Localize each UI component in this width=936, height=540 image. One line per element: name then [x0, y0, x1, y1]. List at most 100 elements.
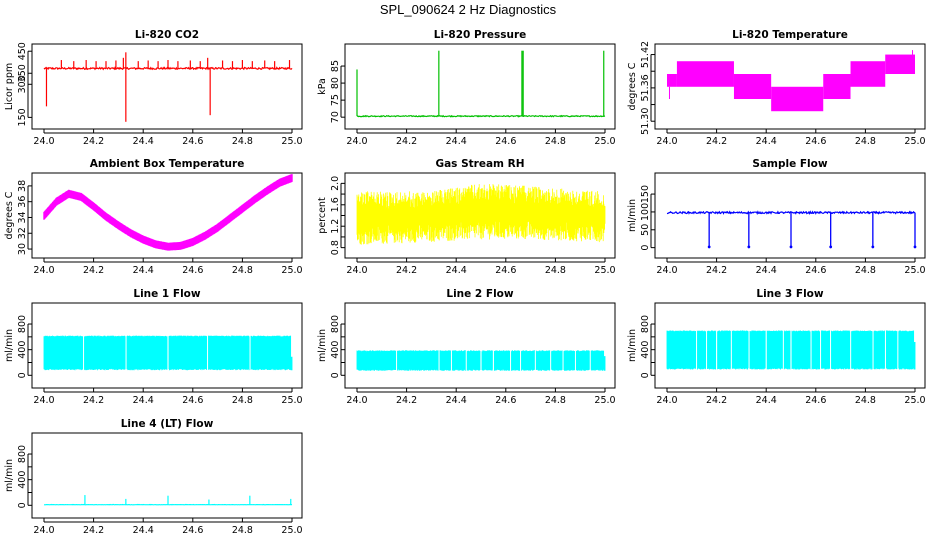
x-tick-label: 24.2 — [83, 136, 104, 147]
x-tick-label: 25.0 — [904, 395, 925, 406]
y-axis-label: degrees C — [627, 62, 638, 110]
temperature-band — [676, 61, 734, 87]
temperature-band — [823, 74, 851, 99]
y-tick-label: 70 — [330, 111, 341, 123]
plot-frame — [654, 43, 926, 130]
x-tick-label: 24.8 — [232, 395, 253, 406]
x-tick-label: 24.4 — [133, 265, 154, 276]
x-tick-label: 25.0 — [281, 265, 302, 276]
x-tick-label: 25.0 — [594, 395, 615, 406]
x-tick-label: 24.6 — [182, 265, 203, 276]
chart-title: Li-820 Pressure — [434, 29, 527, 41]
x-tick-label: 25.0 — [281, 136, 302, 147]
x-tick-label: 25.0 — [904, 265, 925, 276]
chart-series-rh — [356, 184, 606, 245]
x-tick-label: 25.0 — [594, 265, 615, 276]
x-tick-label: 24.6 — [182, 525, 203, 536]
x-tick-label: 24.4 — [133, 525, 154, 536]
y-axis-label: percent — [317, 197, 328, 234]
x-tick-label: 24.8 — [232, 525, 253, 536]
y-tick-label: 34 — [17, 211, 28, 223]
chart-title: Sample Flow — [752, 158, 827, 170]
plot-frame — [31, 302, 303, 389]
x-tick-label: 24.2 — [706, 395, 727, 406]
y-axis-label: kPa — [317, 78, 328, 95]
x-tick-label: 24.8 — [545, 136, 566, 147]
plot-frame — [344, 302, 616, 389]
y-tick-label: 50 — [640, 224, 651, 236]
y-tick-label: 1.6 — [330, 197, 341, 212]
y-axis-label: ml/min — [627, 329, 638, 362]
y-tick-label: 0 — [17, 502, 28, 508]
dip-point — [829, 245, 833, 249]
temperature-band — [667, 74, 677, 87]
x-tick-label: 24.2 — [83, 395, 104, 406]
ambient-trace — [43, 174, 293, 251]
dip-point — [871, 245, 875, 249]
rh-trace — [356, 184, 606, 245]
flow-trace — [666, 330, 916, 370]
x-tick-label: 24.2 — [83, 265, 104, 276]
chart-panel-pressure: Li-820 Pressure 24.0 24.2 24.4 24.6 24.8 25.0 7… — [317, 29, 616, 147]
page-title: SPL_090624 2 Hz Diagnostics — [379, 2, 557, 17]
x-tick-label: 24.2 — [396, 265, 417, 276]
y-tick-label: 0 — [17, 372, 28, 378]
chart-panel-line2: Line 2 Flow 24.0 24.2 24.4 24.6 24.8 25.0 0 400 8… — [317, 288, 616, 406]
plot-frame — [31, 432, 303, 519]
y-axis-label: ml/min — [4, 459, 15, 492]
temperature-band — [771, 86, 824, 112]
x-tick-label: 24.6 — [495, 395, 516, 406]
chart-series-temp — [667, 50, 915, 112]
dip-point — [913, 245, 917, 249]
x-tick-label: 24.4 — [133, 136, 154, 147]
chart-title: Line 3 Flow — [756, 288, 823, 300]
y-tick-label: 2.0 — [330, 176, 341, 191]
x-tick-label: 24.0 — [33, 136, 54, 147]
x-tick-label: 24.6 — [805, 265, 826, 276]
x-tick-label: 24.4 — [446, 395, 467, 406]
y-tick-label: 350 — [17, 64, 28, 82]
y-tick-label: 400 — [640, 341, 651, 359]
x-tick-label: 24.4 — [756, 395, 777, 406]
plot-frame — [31, 43, 303, 130]
y-tick-label: 400 — [330, 341, 341, 359]
plot-frame — [654, 302, 926, 389]
chart-series-sample — [666, 210, 917, 249]
x-tick-label: 24.2 — [396, 395, 417, 406]
y-tick-label: 0.8 — [330, 240, 341, 255]
y-tick-label: 0 — [330, 372, 341, 378]
chart-panel-line1: Line 1 Flow 24.0 24.2 24.4 24.6 24.8 25.0 0 400 8… — [4, 288, 303, 406]
x-tick-label: 24.0 — [656, 136, 677, 147]
chart-panel-temp: Li-820 Temperature 24.0 24.2 24.4 24.6 24.8 25… — [627, 29, 926, 147]
chart-panel-rh: Gas Stream RH 24.0 24.2 24.4 24.6 24.8 25.0 0.8… — [317, 158, 616, 276]
plot-frame — [31, 172, 303, 259]
y-tick-label: 51.42 — [640, 41, 651, 68]
x-tick-label: 24.0 — [656, 265, 677, 276]
x-tick-label: 24.8 — [232, 136, 253, 147]
y-axis-label: ml/min — [4, 329, 15, 362]
chart-title: Li-820 Temperature — [732, 29, 848, 41]
plot-frame — [654, 172, 926, 259]
y-tick-label: 800 — [330, 315, 341, 333]
x-tick-label: 24.8 — [232, 265, 253, 276]
y-tick-label: 0 — [640, 245, 651, 251]
chart-series-co2 — [43, 52, 293, 122]
x-tick-label: 24.4 — [446, 136, 467, 147]
chart-panel-line4: Line 4 (LT) Flow 24.0 24.2 24.4 24.6 24.8 25.0… — [4, 418, 303, 536]
y-axis-label: ml/min — [627, 199, 638, 232]
chart-panel-sample: Sample Flow 24.0 24.2 24.4 24.6 24.8 25.0 0 50 10… — [627, 158, 926, 276]
y-tick-label: 30 — [17, 243, 28, 255]
chart-series-line4 — [43, 495, 293, 506]
y-axis-label: degrees C — [4, 191, 15, 239]
chart-panel-ambient: Ambient Box Temperature 24.0 24.2 24.4 24.6 2… — [4, 158, 303, 276]
x-tick-label: 25.0 — [281, 395, 302, 406]
chart-title: Line 4 (LT) Flow — [121, 418, 214, 430]
x-tick-label: 24.2 — [706, 136, 727, 147]
x-tick-label: 24.6 — [495, 265, 516, 276]
y-tick-label: 800 — [17, 445, 28, 463]
y-tick-label: 51.36 — [640, 74, 651, 101]
x-tick-label: 25.0 — [904, 136, 925, 147]
x-tick-label: 24.6 — [805, 395, 826, 406]
y-tick-label: 400 — [17, 471, 28, 489]
